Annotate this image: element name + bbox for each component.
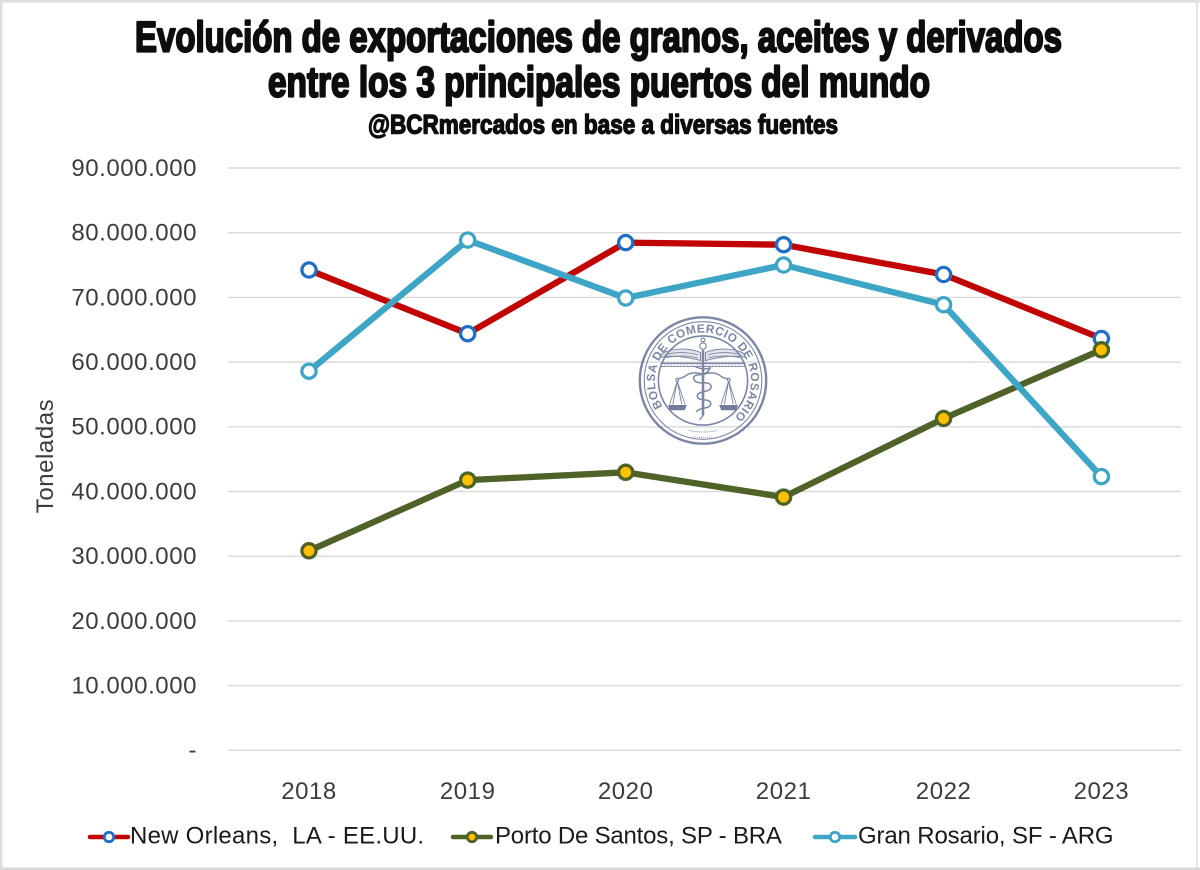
svg-text:2023: 2023 <box>1074 778 1130 805</box>
svg-text:10.000.000: 10.000.000 <box>71 673 197 700</box>
svg-text:Evolución de exportaciones de: Evolución de exportaciones de granos, ac… <box>135 14 1062 62</box>
svg-text:Toneladas: Toneladas <box>32 399 59 513</box>
svg-text:Porto De Santos, SP - BRA: Porto De Santos, SP - BRA <box>495 823 782 850</box>
svg-text:70.000.000: 70.000.000 <box>71 284 197 311</box>
svg-text:Gran Rosario, SF - ARG: Gran Rosario, SF - ARG <box>858 823 1113 850</box>
svg-text:50.000.000: 50.000.000 <box>71 414 197 441</box>
svg-text:@BCRmercados en base a diversa: @BCRmercados en base a diversas fuentes <box>368 110 838 140</box>
svg-text:60.000.000: 60.000.000 <box>71 349 197 376</box>
svg-text:entre los 3 principales puerto: entre los 3 principales puertos del mund… <box>268 59 930 107</box>
svg-text:80.000.000: 80.000.000 <box>71 220 197 247</box>
svg-text:40.000.000: 40.000.000 <box>71 478 197 505</box>
svg-text:2021: 2021 <box>756 778 812 805</box>
svg-text:20.000.000: 20.000.000 <box>71 608 197 635</box>
svg-text:2019: 2019 <box>440 778 496 805</box>
svg-text:-: - <box>188 737 197 764</box>
svg-text:30.000.000: 30.000.000 <box>71 543 197 570</box>
svg-text:2018: 2018 <box>281 778 337 805</box>
svg-text:New Orleans, LA - EE.UU.: New Orleans, LA - EE.UU. <box>130 823 424 850</box>
svg-text:90.000.000: 90.000.000 <box>71 155 197 182</box>
svg-text:2022: 2022 <box>916 778 972 805</box>
svg-text:2020: 2020 <box>598 778 654 805</box>
